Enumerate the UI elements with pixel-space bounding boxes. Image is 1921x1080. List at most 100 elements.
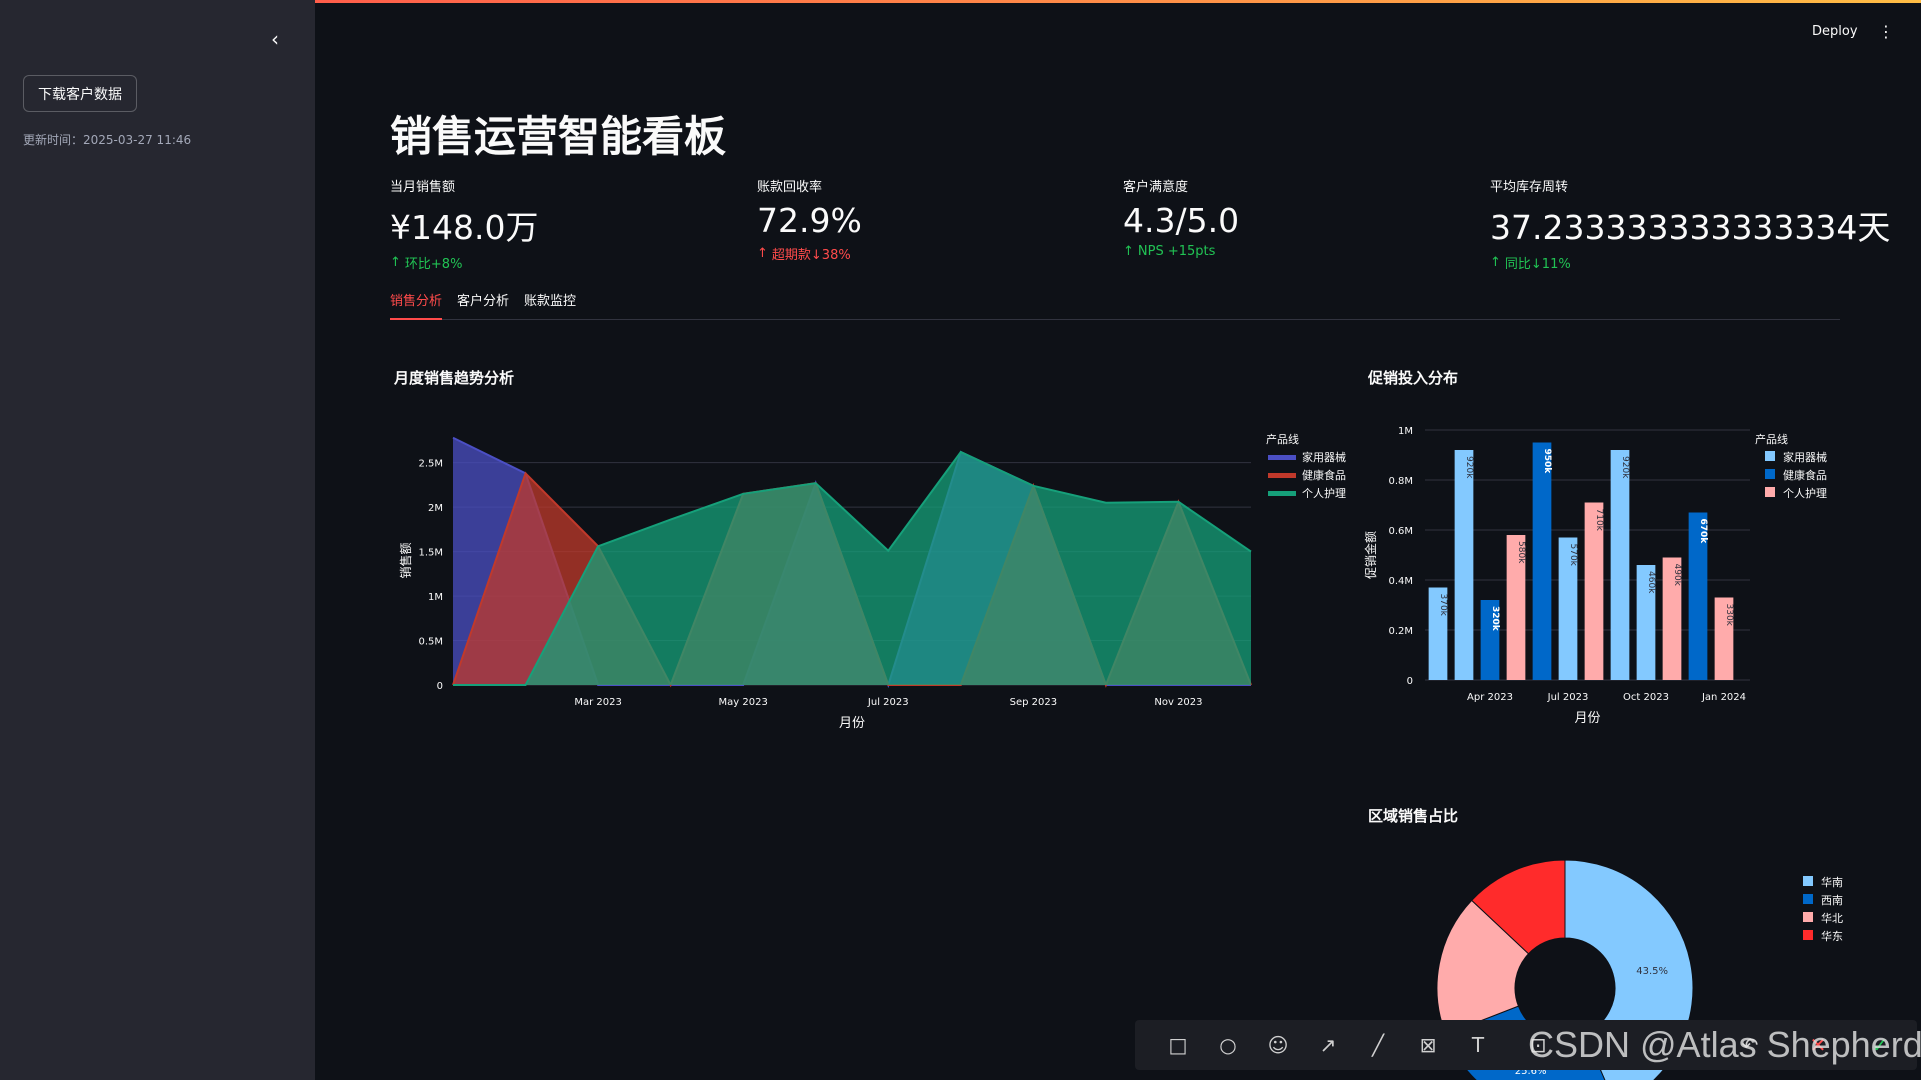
- legend-label: 个人护理: [1302, 486, 1346, 500]
- bar-data-label: 490k: [1672, 564, 1682, 587]
- bar-data-label: 570k: [1568, 544, 1578, 567]
- y-tick-label: 0: [437, 681, 443, 692]
- mosaic-icon[interactable]: ⊠: [1419, 1033, 1437, 1057]
- x-tick-label: Oct 2023: [1623, 692, 1669, 703]
- bar-个人护理: [1662, 557, 1682, 680]
- updated-time-text: 更新时间：2025-03-27 11:46: [23, 133, 192, 147]
- y-tick-label: 0.2M: [1388, 626, 1413, 637]
- rectangle-icon[interactable]: □: [1168, 1033, 1188, 1057]
- bar-chart: 0 0.2M 0.4M 0.6M 0.8M 1M 370k 920k 320k 580k 950k 5…: [1363, 426, 1827, 726]
- legend-swatch: [1765, 451, 1775, 461]
- bar-健康食品: [1532, 442, 1552, 680]
- x-tick-label: Jul 2023: [1547, 692, 1589, 703]
- y-tick-label: 0.4M: [1388, 576, 1413, 587]
- metric-satisfaction: 客户满意度 4.3/5.0 ↑ NPS +15pts: [1123, 176, 1239, 259]
- y-tick-label: 1.5M: [418, 548, 443, 559]
- circle-icon[interactable]: ○: [1219, 1033, 1237, 1057]
- legend-label: 华南: [1821, 875, 1843, 889]
- area-个人护理: [453, 452, 1251, 685]
- bar-data-label: 460k: [1646, 571, 1656, 594]
- tab-receivables-monitor[interactable]: 账款监控: [524, 294, 577, 309]
- bar-家用器械: [1610, 450, 1630, 680]
- bar-健康食品: [1688, 512, 1708, 680]
- bar-data-label: 320k: [1490, 606, 1500, 632]
- deploy-button[interactable]: Deploy: [1812, 24, 1858, 39]
- y-tick-label: 1M: [428, 592, 443, 603]
- y-tick-label: 2.5M: [418, 459, 443, 470]
- metric-delta: ↑ 超期款↓38%: [757, 246, 851, 263]
- legend-swatch: [1803, 894, 1813, 904]
- slice-华北: [1436, 899, 1530, 1036]
- bar-家用器械: [1636, 565, 1656, 680]
- y-axis-title: 促销金额: [1363, 531, 1378, 579]
- metric-value: ¥148.0万: [390, 208, 539, 247]
- metric-value: 72.9%: [757, 201, 862, 240]
- bar-个人护理: [1584, 502, 1604, 680]
- area-chart-title: 月度销售趋势分析: [394, 369, 515, 387]
- text-icon[interactable]: T: [1471, 1033, 1485, 1057]
- close-icon[interactable]: ✕: [1809, 1033, 1827, 1057]
- bar-data-label: 710k: [1594, 509, 1604, 532]
- tab-bar: 销售分析 客户分析 账款监控: [390, 290, 1840, 320]
- metric-value: 4.3/5.0: [1123, 201, 1240, 240]
- legend-label: 健康食品: [1783, 468, 1827, 482]
- bar-data-label: 920k: [1464, 456, 1474, 479]
- emoji-icon[interactable]: ☺: [1267, 1033, 1289, 1057]
- x-tick-label: May 2023: [719, 697, 768, 708]
- page-title: 销售运营智能看板: [390, 112, 727, 161]
- metric-label: 平均库存周转: [1490, 180, 1569, 195]
- bar-data-label: 670k: [1698, 519, 1708, 545]
- metric-value: 37.233333333333334天: [1490, 208, 1891, 247]
- bar-data-label: 580k: [1516, 541, 1526, 564]
- screenshot-toolbar: □ ○ ☺ ↗ ╱ ⊠ T ⊡ ↶ ✕ ✓: [1135, 1020, 1917, 1070]
- slice-label: 25.6%: [1515, 1066, 1547, 1077]
- metric-delta: ↑ NPS +15pts: [1123, 244, 1216, 259]
- legend-label: 华东: [1821, 929, 1843, 943]
- legend-label: 华北: [1821, 911, 1843, 925]
- y-tick-label: 2M: [428, 503, 443, 514]
- legend-swatch: [1765, 487, 1775, 497]
- slice-label: 43.5%: [1636, 966, 1668, 977]
- legend-swatch: [1803, 930, 1813, 940]
- legend-label: 西南: [1821, 894, 1843, 907]
- bar-data-label: 920k: [1620, 456, 1630, 479]
- bar-家用器械: [1428, 587, 1448, 680]
- top-progress-line: [0, 0, 1921, 3]
- tab-customer-analysis[interactable]: 客户分析: [457, 294, 510, 309]
- legend-swatch: [1268, 491, 1296, 496]
- y-axis-title: 销售额: [398, 542, 413, 578]
- metric-delta: ↑ 同比↓11%: [1490, 255, 1571, 272]
- legend-swatch: [1803, 912, 1813, 922]
- arrow-up-icon: ↑: [1490, 255, 1501, 270]
- x-tick-label: Jan 2024: [1701, 692, 1746, 703]
- pin-icon[interactable]: ⊡: [1529, 1033, 1547, 1057]
- legend-label: 个人护理: [1783, 486, 1827, 500]
- tab-sales-analysis[interactable]: 销售分析: [390, 290, 443, 320]
- y-tick-label: 0.6M: [1388, 526, 1413, 537]
- download-customer-data-button[interactable]: 下载客户数据: [23, 75, 137, 112]
- x-tick-label: Mar 2023: [574, 697, 622, 708]
- watermark: CSDN @Atlas Shepherd: [1528, 1024, 1921, 1065]
- undo-icon[interactable]: ↶: [1741, 1033, 1759, 1057]
- bar-个人护理: [1506, 535, 1526, 680]
- legend-swatch: [1765, 469, 1775, 479]
- chevron-left-icon[interactable]: ‹: [271, 27, 279, 51]
- check-icon[interactable]: ✓: [1871, 1033, 1889, 1057]
- arrow-icon[interactable]: ↗: [1319, 1033, 1337, 1057]
- bar-个人护理: [1714, 597, 1734, 680]
- legend-swatch: [1268, 473, 1296, 478]
- legend-title: 产品线: [1266, 432, 1299, 446]
- arrow-up-icon: ↑: [1123, 244, 1134, 259]
- vertical-dots-icon[interactable]: ⋮: [1878, 22, 1894, 41]
- bar-家用器械: [1454, 450, 1474, 680]
- x-axis-title: 月份: [839, 716, 865, 731]
- line-个人护理: [453, 450, 1252, 686]
- x-tick-label: Jul 2023: [867, 697, 909, 708]
- legend-swatch: [1803, 876, 1813, 886]
- arrow-up-icon: ↑: [757, 246, 768, 261]
- area-chart: 0 0.5M 1M 1.5M 2M 2.5M Mar 2023 May 2023 Jul 202…: [398, 432, 1346, 731]
- line-icon[interactable]: ╱: [1371, 1033, 1385, 1057]
- metric-label: 客户满意度: [1123, 180, 1189, 195]
- legend-title: 产品线: [1755, 432, 1788, 446]
- metric-collection-rate: 账款回收率 72.9% ↑ 超期款↓38%: [757, 176, 862, 263]
